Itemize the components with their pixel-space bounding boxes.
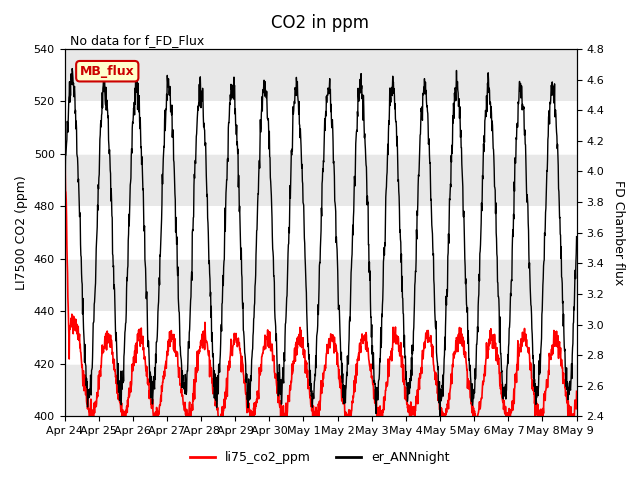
Y-axis label: LI7500 CO2 (ppm): LI7500 CO2 (ppm): [15, 175, 28, 290]
Legend: li75_co2_ppm, er_ANNnight: li75_co2_ppm, er_ANNnight: [186, 446, 454, 469]
Text: No data for f_FD_Flux: No data for f_FD_Flux: [70, 34, 204, 48]
Bar: [65, 364, 577, 417]
Bar: [65, 154, 577, 206]
Text: MB_flux: MB_flux: [80, 65, 134, 78]
Y-axis label: FD Chamber flux: FD Chamber flux: [612, 180, 625, 285]
Bar: [65, 49, 577, 101]
Text: CO2 in ppm: CO2 in ppm: [271, 14, 369, 33]
Bar: [65, 259, 577, 312]
